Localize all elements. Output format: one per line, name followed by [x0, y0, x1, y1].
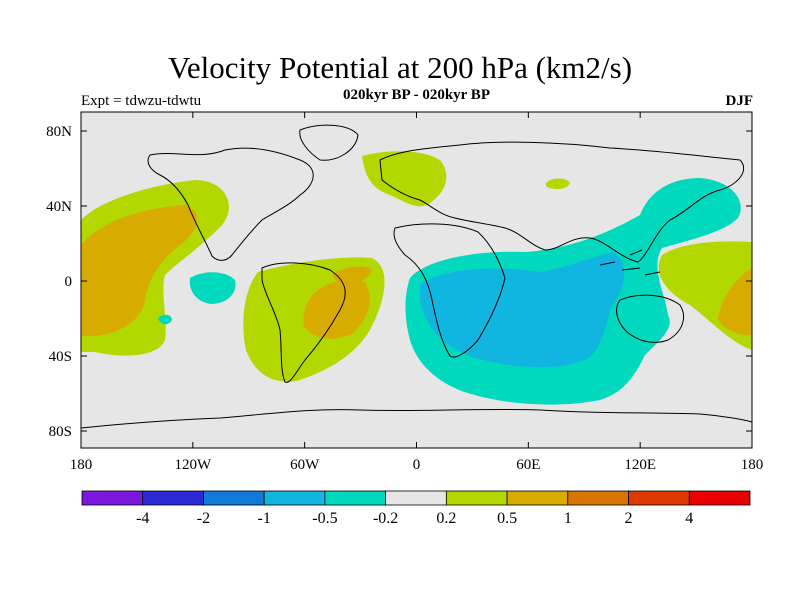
colorbar-swatch	[324, 490, 387, 506]
contour-strong-pacific-east	[81, 205, 198, 336]
y-tick-label: 80S	[49, 424, 72, 440]
season-label: DJF	[725, 93, 754, 109]
colorbar-label: -0.2	[373, 510, 398, 527]
coast-australia	[616, 294, 684, 343]
colorbar-swatch	[142, 490, 204, 506]
coast-eurasia	[379, 141, 745, 263]
coast-north-america	[147, 147, 314, 261]
y-tick-label: 40N	[46, 199, 72, 215]
coast-greenland	[299, 124, 359, 161]
coast-indonesia	[599, 249, 661, 276]
colorbar-label: -4	[136, 510, 149, 527]
colorbar: -4 -2 -1 -0.5 -0.2 0.2 0.5 1 2 4	[81, 490, 751, 527]
x-tick-label: 0	[413, 457, 421, 473]
plot-subtitle: 020kyr BP - 020kyr BP	[343, 87, 490, 103]
colorbar-swatch	[263, 490, 326, 506]
colorbar-label: 4	[685, 510, 693, 527]
colorbar-swatch	[506, 490, 569, 506]
coast-antarctica	[81, 408, 752, 429]
colorbar-swatch	[385, 490, 447, 506]
colorbar-label: 0.5	[497, 510, 517, 527]
contour-strongneg-indian-ocean	[420, 252, 625, 368]
coastlines	[81, 124, 752, 429]
colorbar-label: -0.5	[312, 510, 337, 527]
x-tick-label: 180	[741, 457, 764, 473]
contour-neg-pacific-small	[189, 272, 236, 304]
colorbar-swatch	[81, 490, 144, 506]
colorbar-swatch	[567, 490, 629, 506]
axis-ticks: 180 120W 60W 0 60E 120E 180 80N 40N 0 40S 80S	[46, 112, 763, 473]
colorbar-label: -2	[197, 510, 210, 527]
map-panel	[81, 112, 752, 448]
colorbar-label: 0.2	[436, 510, 456, 527]
plot-title: Velocity Potential at 200 hPa (km2/s)	[167, 50, 633, 85]
colorbar-swatch	[203, 490, 265, 506]
contour-pos-arctic-small	[546, 178, 570, 190]
contour-pos-europe	[362, 151, 447, 207]
x-tick-label: 120W	[174, 457, 212, 473]
contour-strong-sa-north	[332, 266, 372, 285]
colorbar-label: 2	[625, 510, 633, 527]
y-tick-label: 0	[65, 274, 73, 290]
x-tick-label: 120E	[624, 457, 656, 473]
colorbar-swatch	[628, 490, 690, 506]
contour-neg-pacific-tiny	[158, 314, 172, 325]
y-tick-label: 80N	[46, 124, 72, 140]
colorbar-label: -1	[258, 510, 271, 527]
colorbar-swatch	[688, 490, 751, 506]
contour-strong-southamerica	[303, 279, 370, 339]
coast-south-america	[261, 262, 346, 383]
coast-africa	[393, 223, 506, 358]
x-tick-label: 60W	[290, 457, 320, 473]
experiment-label: Expt = tdwzu-tdwtu	[81, 93, 202, 109]
contour-strong-pacific-west	[718, 268, 752, 336]
x-tick-label: 180	[70, 457, 93, 473]
colorbar-swatch	[445, 490, 508, 506]
x-tick-label: 60E	[516, 457, 540, 473]
y-tick-label: 40S	[49, 349, 72, 365]
colorbar-label: 1	[564, 510, 572, 527]
